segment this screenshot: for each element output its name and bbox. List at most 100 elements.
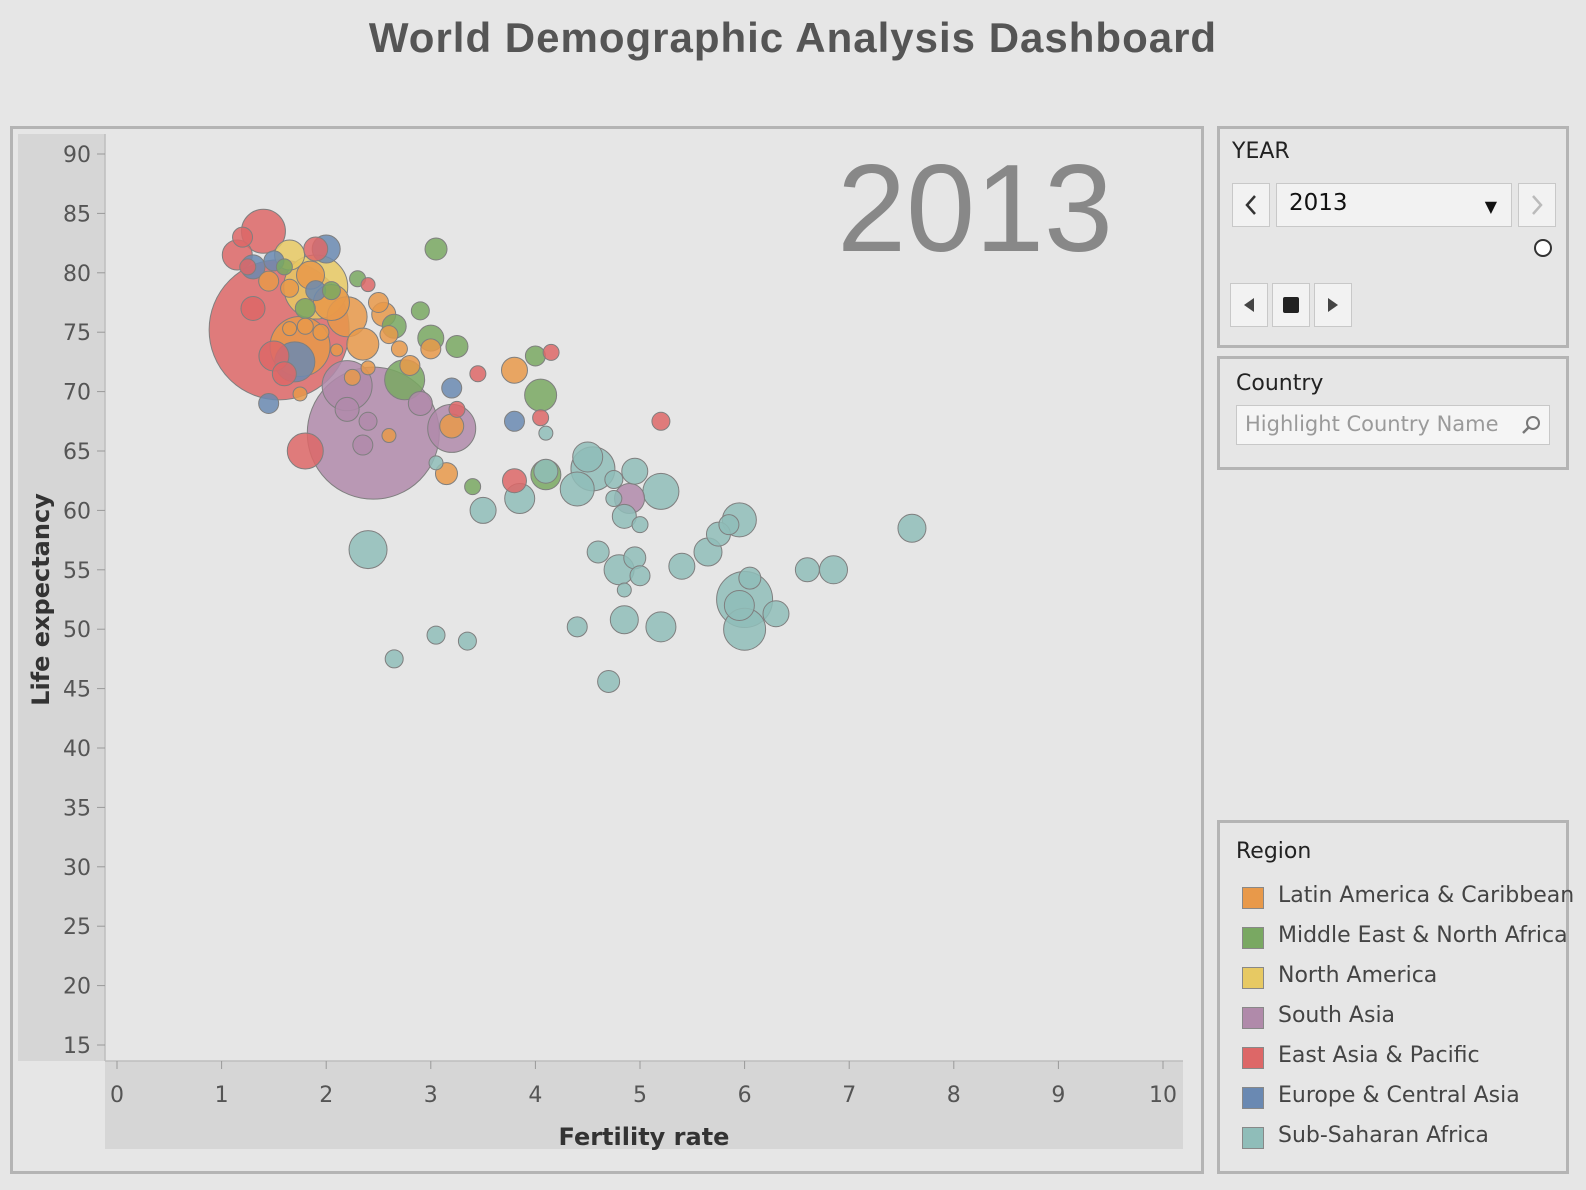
- legend-label: South Asia: [1278, 1003, 1396, 1028]
- chart-panel: 90 85 80 75 70 65 60 55 50 45 40 35 30 25 20 15 0 1 2 3 4 5 6 7…: [10, 126, 1204, 1174]
- data-point: [399, 354, 421, 376]
- play-icon: [1328, 298, 1338, 312]
- data-point: [469, 365, 487, 383]
- data-point: [379, 325, 399, 345]
- data-point: [503, 410, 525, 432]
- dashboard-title: World Demographic Analysis Dashboard: [368, 14, 1218, 61]
- data-point: [258, 270, 280, 292]
- data-point: [501, 468, 527, 494]
- caret-down-icon: ▼: [1484, 197, 1497, 216]
- chevron-left-icon: [1245, 195, 1256, 215]
- data-point: [360, 360, 376, 376]
- data-point: [609, 605, 639, 635]
- data-point: [445, 334, 469, 358]
- x-tick-label: 8: [947, 1083, 961, 1108]
- year-filter-panel: YEAR 2013 ▼: [1217, 126, 1569, 348]
- data-point: [738, 566, 762, 590]
- data-point: [642, 472, 680, 510]
- data-point: [439, 413, 465, 439]
- data-point: [360, 277, 376, 293]
- stop-icon: [1283, 297, 1299, 313]
- x-tick-label: 10: [1149, 1083, 1177, 1108]
- year-next-button[interactable]: [1518, 183, 1556, 227]
- data-point: [457, 631, 477, 651]
- data-point: [631, 516, 649, 534]
- legend-swatch: [1242, 927, 1264, 949]
- y-tick-label: 45: [63, 678, 91, 703]
- data-point: [448, 400, 466, 418]
- y-tick-label: 60: [63, 499, 91, 524]
- x-tick-label: 2: [319, 1083, 333, 1108]
- data-point: [629, 565, 651, 587]
- animation-radio[interactable]: [1534, 239, 1552, 257]
- legend-swatch: [1242, 1007, 1264, 1029]
- data-point: [271, 361, 297, 387]
- data-point: [239, 258, 257, 276]
- data-point: [566, 616, 588, 638]
- x-tick-label: 4: [528, 1083, 542, 1108]
- data-point: [286, 432, 324, 470]
- data-point: [538, 425, 554, 441]
- data-point: [572, 441, 604, 473]
- legend-title: Region: [1236, 839, 1312, 864]
- data-point: [292, 386, 308, 402]
- data-point: [668, 552, 696, 580]
- data-point: [312, 323, 330, 341]
- y-tick-label: 20: [63, 975, 91, 1000]
- stop-button[interactable]: [1272, 283, 1310, 327]
- data-point: [424, 237, 448, 261]
- data-point: [407, 390, 433, 416]
- data-point: [819, 555, 849, 585]
- data-point: [258, 392, 280, 414]
- y-axis-band: [18, 134, 105, 1061]
- y-tick-label: 90: [63, 143, 91, 168]
- data-point: [524, 378, 558, 412]
- data-point: [321, 281, 341, 301]
- chevron-right-icon: [1532, 195, 1543, 215]
- country-search-placeholder: Highlight Country Name: [1245, 412, 1499, 436]
- data-point: [597, 669, 621, 693]
- region-legend-panel: Region Latin America & Caribbean Middle E…: [1217, 820, 1574, 1174]
- y-tick-label: 80: [63, 262, 91, 287]
- data-point: [542, 343, 560, 361]
- legend-label: North America: [1278, 963, 1438, 988]
- legend-label: Europe & Central Asia: [1278, 1083, 1520, 1108]
- legend-swatch: [1242, 887, 1264, 909]
- data-point: [441, 377, 463, 399]
- legend-swatch: [1242, 1127, 1264, 1149]
- x-tick-label: 3: [424, 1083, 438, 1108]
- data-point: [469, 496, 497, 524]
- data-point: [348, 530, 388, 570]
- step-back-icon: [1244, 298, 1254, 312]
- play-button[interactable]: [1314, 283, 1352, 327]
- data-point: [346, 327, 380, 361]
- y-tick-label: 75: [63, 321, 91, 346]
- y-tick-label: 35: [63, 796, 91, 821]
- country-search-input[interactable]: Highlight Country Name: [1236, 405, 1550, 445]
- y-tick-label: 55: [63, 559, 91, 584]
- legend-swatch: [1242, 1087, 1264, 1109]
- step-back-button[interactable]: [1230, 283, 1268, 327]
- data-point: [524, 345, 546, 367]
- data-point: [352, 434, 374, 456]
- y-tick-label: 15: [63, 1034, 91, 1059]
- search-icon[interactable]: [1521, 414, 1543, 436]
- data-point: [410, 301, 430, 321]
- data-point: [294, 297, 316, 319]
- data-point: [240, 295, 266, 321]
- x-tick-label: 5: [633, 1083, 647, 1108]
- x-tick-label: 9: [1051, 1083, 1065, 1108]
- year-select-value: 2013: [1289, 190, 1348, 216]
- x-tick-label: 1: [215, 1083, 229, 1108]
- data-point: [723, 589, 755, 621]
- data-point: [428, 455, 444, 471]
- year-prev-button[interactable]: [1232, 183, 1270, 227]
- y-tick-label: 25: [63, 915, 91, 940]
- data-point: [384, 649, 404, 669]
- data-point: [645, 611, 677, 643]
- data-point: [559, 471, 595, 507]
- legend-label: Sub-Saharan Africa: [1278, 1123, 1489, 1148]
- data-point: [651, 411, 671, 431]
- year-select[interactable]: 2013 ▼: [1276, 183, 1512, 227]
